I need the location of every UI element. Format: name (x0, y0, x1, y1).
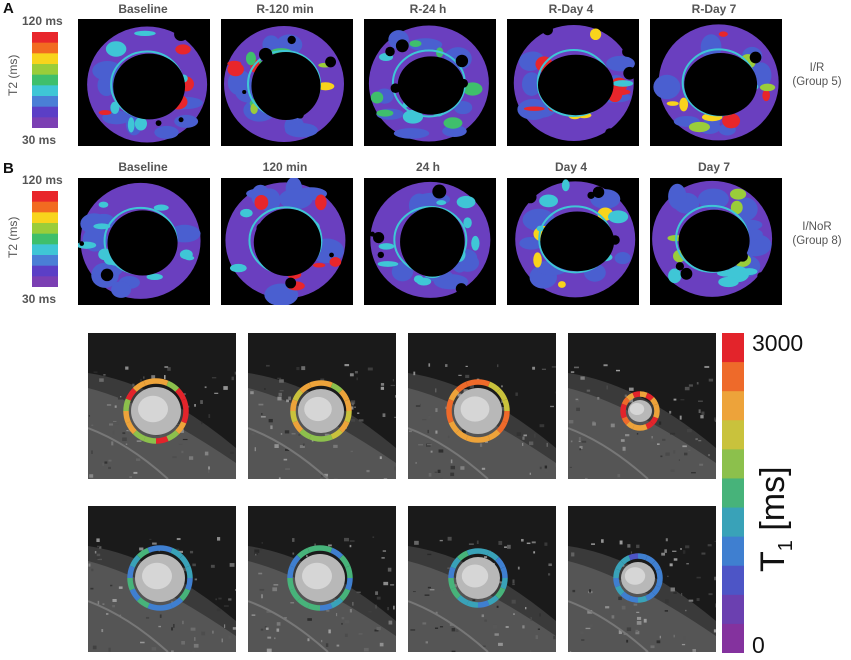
t2-map-b-120min (221, 178, 353, 305)
t1-mri-image (408, 333, 556, 479)
t1-mri-image (568, 333, 716, 479)
panel-a-col-label: Baseline (118, 2, 168, 16)
panel-a-axis-title: T2 (ms) (6, 54, 20, 96)
panel-a-scale-max: 120 ms (22, 14, 63, 28)
t2-map-a-24h (364, 19, 496, 146)
panel-b-axis-title: T2 (ms) (6, 216, 20, 258)
t1-colorbar (722, 333, 744, 653)
t1-title-unit: [ms] (754, 466, 792, 541)
t2-map-a-day7 (650, 19, 782, 146)
t2-map-b-day7 (650, 178, 782, 305)
t2-map-a-120min (221, 19, 353, 146)
t2-map-b-24h (364, 178, 496, 305)
panel-a-letter: A (3, 0, 14, 17)
panel-a-t2-colorbar (32, 32, 58, 128)
t1-colorbar-min: 0 (752, 632, 765, 658)
group-label-line2: (Group 8) (792, 235, 842, 247)
panel-a-group-label: I/R (Group 5) (782, 61, 851, 89)
panel-b-col-label: Baseline (118, 160, 168, 174)
t2-map-a-day4 (507, 19, 639, 146)
panel-b-letter: B (3, 160, 14, 177)
panel-b-col-label: 24 h (415, 160, 440, 174)
t1-mri-image (88, 506, 236, 652)
t1-colorbar-max: 3000 (752, 330, 804, 356)
panel-b-col-label: 120 min (262, 160, 308, 174)
t1-mri-image (248, 333, 396, 479)
group-label-line1: I/R (809, 62, 825, 74)
panel-a-col-label: R-24 h (409, 2, 447, 16)
panel-a-col-label: R-Day 7 (691, 2, 737, 16)
t1-mri-image (88, 333, 236, 479)
t1-mri-image (568, 506, 716, 652)
t1-mri-image (248, 506, 396, 652)
panel-b-group-label: I/NoR (Group 8) (782, 220, 851, 248)
panel-b-t2-colorbar (32, 191, 58, 287)
panel-b-scale-min: 30 ms (22, 292, 57, 306)
t2-map-a-baseline (78, 19, 210, 146)
t2-map-b-day4 (507, 178, 639, 305)
panel-a-scale-min: 30 ms (22, 133, 57, 147)
t1-mri-image (408, 506, 556, 652)
t1-title-letter: T (754, 551, 792, 572)
t1-title-subscript: 1 (774, 540, 797, 552)
group-label-line1: I/NoR (802, 221, 832, 233)
panel-a-col-label: R-120 min (256, 2, 314, 16)
t2-map-b-baseline (78, 178, 210, 305)
panel-a-col-label: R-Day 4 (548, 2, 594, 16)
t1-colorbar-title: T1 [ms] (754, 466, 798, 572)
panel-b-col-label: Day 4 (554, 160, 588, 174)
group-label-line2: (Group 5) (792, 76, 842, 88)
panel-b-col-label: Day 7 (697, 160, 731, 174)
panel-b-scale-max: 120 ms (22, 173, 63, 187)
